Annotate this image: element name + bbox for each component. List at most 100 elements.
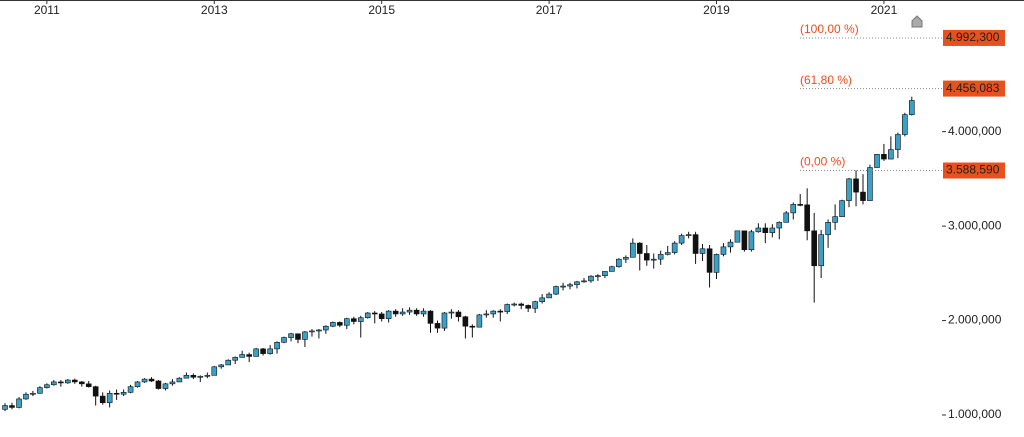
candle-body xyxy=(267,348,273,354)
candle-body xyxy=(295,333,301,340)
candle-body xyxy=(204,375,211,377)
candle-body xyxy=(316,329,322,332)
candle-body xyxy=(664,252,671,255)
candle-body xyxy=(657,254,664,260)
candle-body xyxy=(727,241,734,248)
candle-body xyxy=(323,325,329,331)
candle-body xyxy=(371,312,378,315)
candle-body xyxy=(427,310,434,324)
candle-body xyxy=(218,364,225,368)
candle-body xyxy=(853,178,859,193)
candle-body xyxy=(78,381,85,385)
candle-body xyxy=(818,234,824,267)
candle-body xyxy=(539,297,545,302)
candle-body xyxy=(378,313,385,319)
x-tick-label: 2017 xyxy=(536,3,563,17)
candle-body xyxy=(309,330,315,333)
candle-body xyxy=(169,381,176,385)
candle-body xyxy=(65,379,71,384)
candle-body xyxy=(253,348,259,357)
candle-body xyxy=(190,375,197,378)
candle-body xyxy=(846,178,852,201)
candle-body xyxy=(448,311,455,314)
candle-body xyxy=(588,275,594,282)
candle-body xyxy=(811,230,817,267)
candle-body xyxy=(85,383,92,387)
candle-body xyxy=(183,375,190,379)
candle-body xyxy=(434,323,441,329)
candle-body xyxy=(441,312,448,329)
candle-body xyxy=(525,305,531,309)
candle-body xyxy=(141,378,148,383)
y-tick-label: 3.000,000 xyxy=(948,218,1002,232)
candle-body xyxy=(176,377,183,383)
candle-body xyxy=(636,242,643,254)
candle-body xyxy=(511,303,517,306)
candle-body xyxy=(699,248,706,254)
candle-body xyxy=(769,227,776,234)
candle-body xyxy=(469,325,476,328)
candle-body xyxy=(797,204,804,206)
candle-body xyxy=(595,275,601,277)
candle-body xyxy=(790,204,797,214)
candle-body xyxy=(281,337,287,343)
candle-body xyxy=(302,331,308,340)
candle-body xyxy=(106,392,113,404)
candle-body xyxy=(748,231,755,251)
candle-body xyxy=(9,405,15,408)
x-tick-label: 2011 xyxy=(34,3,60,17)
candle-body xyxy=(678,235,685,244)
candle-body xyxy=(630,242,636,258)
candle-body xyxy=(874,154,880,168)
candle-body xyxy=(225,359,232,366)
candle-body xyxy=(908,100,915,115)
candle-body xyxy=(413,309,420,315)
home-icon[interactable] xyxy=(911,15,923,28)
candle-body xyxy=(148,378,155,382)
y-tick-label: 2.000,000 xyxy=(948,313,1002,327)
candle-body xyxy=(581,280,587,283)
candle-body xyxy=(406,309,413,313)
candle-body xyxy=(232,357,239,361)
candle-body xyxy=(16,398,22,408)
candle-body xyxy=(825,222,831,235)
candle-body xyxy=(881,154,887,160)
candle-body xyxy=(351,318,357,322)
fib-price-label: 4.456,083 xyxy=(946,81,1000,95)
candle-body xyxy=(504,304,511,312)
candle-body xyxy=(560,285,566,288)
candle-body xyxy=(260,348,266,354)
candle-body xyxy=(734,230,741,243)
candle-body xyxy=(330,322,336,327)
candle-body xyxy=(211,366,218,376)
candle-body xyxy=(532,301,538,309)
candle-body xyxy=(23,393,29,400)
candle-body xyxy=(623,256,629,260)
candle-body xyxy=(839,200,845,217)
x-tick-label: 2015 xyxy=(368,3,395,17)
candle-body xyxy=(741,230,748,251)
candle-body xyxy=(92,386,99,397)
candle-body xyxy=(155,380,162,389)
fib-level-label: (61,80 %) xyxy=(800,73,852,87)
candle-body xyxy=(902,114,908,135)
candle-body xyxy=(385,310,392,319)
candle-body xyxy=(602,271,608,276)
candle-body xyxy=(643,253,650,261)
fib-price-box xyxy=(943,162,1005,179)
candle-body xyxy=(671,242,678,253)
candle-body xyxy=(420,310,427,315)
candle-body xyxy=(337,322,343,326)
x-tick-label: 2021 xyxy=(871,3,898,17)
candle-body xyxy=(490,310,497,315)
candle-body xyxy=(51,381,57,386)
fib-price-box xyxy=(943,80,1005,97)
candle-body xyxy=(462,316,469,327)
candle-body xyxy=(113,392,120,395)
candle-body xyxy=(692,234,699,254)
candle-body xyxy=(127,386,134,393)
candle-body xyxy=(2,405,8,410)
candle-body xyxy=(776,222,783,229)
